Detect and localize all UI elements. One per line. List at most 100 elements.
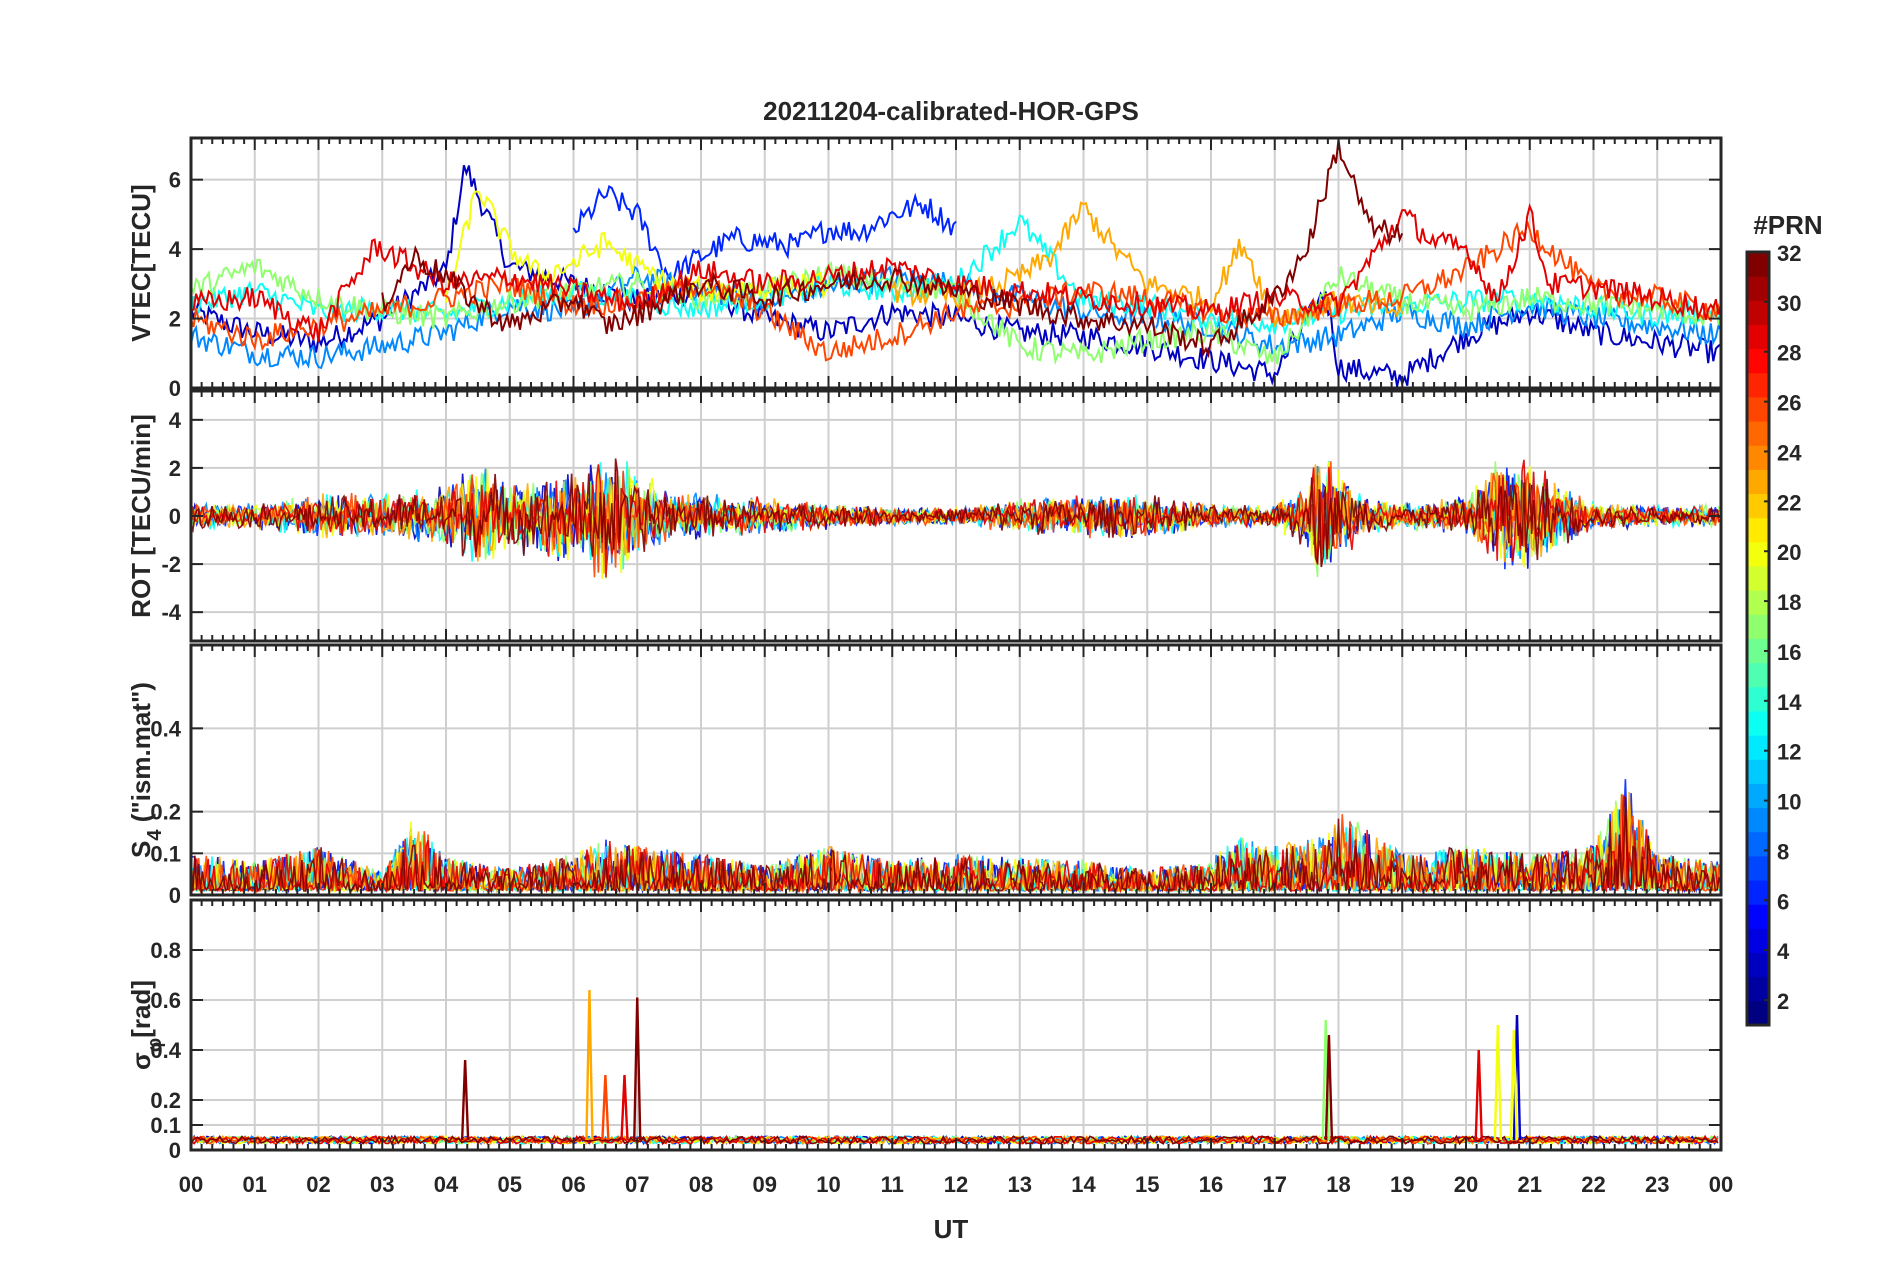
colorbar-cell: [1747, 880, 1769, 905]
x-tick-label: 02: [306, 1172, 330, 1197]
y-tick-label: 0.2: [150, 1088, 181, 1113]
x-tick-label: 07: [625, 1172, 649, 1197]
colorbar-title: #PRN: [1753, 210, 1822, 240]
rot-series-prn-32: [191, 458, 1720, 568]
colorbar-tick-label: 28: [1777, 341, 1801, 366]
x-ticks: [190, 645, 1722, 896]
colorbar-tick-label: 22: [1777, 490, 1801, 515]
x-tick-label: 04: [434, 1172, 459, 1197]
y-tick-label: 4: [169, 237, 182, 262]
colorbar-cell: [1747, 904, 1769, 929]
y-axis-label: VTEC[TECU]: [126, 184, 156, 341]
y-tick-label: 2: [169, 456, 181, 481]
colorbar-tick-label: 30: [1777, 291, 1801, 316]
x-tick-label: 19: [1390, 1172, 1414, 1197]
colorbar-cell: [1747, 831, 1769, 857]
colorbar-cell: [1747, 807, 1769, 833]
colorbar-cell: [1747, 566, 1769, 591]
y-tick-label: 0.8: [150, 938, 181, 963]
y-tick-label: 0.4: [150, 1038, 181, 1063]
colorbar-tick-label: 8: [1777, 839, 1789, 864]
colorbar-cell: [1747, 421, 1769, 446]
colorbar-cell: [1747, 541, 1769, 567]
x-tick-label: 09: [753, 1172, 777, 1197]
colorbar-cell: [1747, 324, 1769, 350]
y-tick-label: 2: [169, 307, 181, 332]
vtec-series-prn-29: [191, 203, 1721, 343]
colorbar-tick-label: 20: [1777, 540, 1801, 565]
x-tick-label: 13: [1008, 1172, 1032, 1197]
sigma-spike: [585, 989, 594, 1141]
colorbar-tick-label: 2: [1777, 989, 1789, 1014]
y-tick-label: 4: [169, 408, 182, 433]
colorbar-cell: [1747, 590, 1769, 615]
colorbar-cell: [1747, 952, 1769, 978]
x-tick-label: 11: [881, 1172, 904, 1197]
sigma-spike: [1493, 1024, 1503, 1141]
panel-3: 00.10.20.4S4 ("ism.mat"): [126, 643, 1723, 908]
colorbar-cell: [1747, 348, 1769, 374]
colorbar-cell: [1747, 614, 1769, 639]
x-tick-label: 17: [1263, 1172, 1287, 1197]
sigma-spike: [1474, 1049, 1483, 1141]
colorbar-cell: [1747, 469, 1769, 495]
y-tick-label: 0.1: [150, 841, 181, 866]
y-tick-label: 0.1: [150, 1113, 181, 1138]
y-axis-label-sub: 4: [144, 829, 166, 841]
colorbar-cell: [1747, 252, 1769, 277]
panel-1: 0 2 4 6 VTEC[TECU]: [126, 136, 1723, 401]
x-tick-label: 10: [816, 1172, 840, 1197]
y-tick-label: 6: [169, 168, 181, 193]
x-tick-label: 18: [1326, 1172, 1350, 1197]
x-tick-label: 23: [1645, 1172, 1669, 1197]
x-tick-labels: 00 01 02 03 04 05 06 07 08 09 10 11 12 13 14 15 16 17 18 19…: [179, 1172, 1733, 1197]
sigma-spike: [620, 1074, 629, 1141]
colorbar-tick-label: 14: [1777, 690, 1802, 715]
y-axis-label: σφ[rad]: [126, 980, 166, 1070]
vtec-series-prn-26: [191, 221, 1721, 362]
y-axis-label-main: σ: [126, 1052, 156, 1070]
x-ticks: [190, 391, 1722, 641]
colorbar-tick-label: 6: [1777, 889, 1789, 914]
y-tick-label: 0: [169, 1138, 181, 1163]
x-tick-label: 14: [1071, 1172, 1096, 1197]
panel-data: [191, 989, 1719, 1146]
panel-grid: [191, 900, 1721, 1151]
colorbar-cell: [1747, 1000, 1769, 1026]
sigma-spike: [1324, 1034, 1334, 1141]
colorbar-tick-label: 4: [1777, 939, 1790, 964]
colorbar-cell: [1747, 300, 1769, 325]
colorbar-cell: [1747, 396, 1769, 422]
sigma-spike: [460, 1059, 470, 1141]
x-ticks: [190, 138, 1722, 389]
y-tick-label: 0: [169, 883, 181, 908]
panel-data: [191, 139, 1721, 387]
x-tick-label: 00: [1709, 1172, 1733, 1197]
colorbar-cell: [1747, 372, 1769, 398]
x-tick-label: 05: [498, 1172, 522, 1197]
x-tick-label: 08: [689, 1172, 713, 1197]
x-tick-label: 06: [561, 1172, 585, 1197]
panel-data: [191, 458, 1720, 580]
x-tick-label: 21: [1518, 1172, 1542, 1197]
y-axis-label-rest: ("ism.mat"): [126, 682, 156, 829]
x-tick-label: 01: [243, 1172, 267, 1197]
x-tick-label: 00: [179, 1172, 203, 1197]
vtec-series-prn-17: [191, 258, 1721, 366]
y-axis-label: ROT [TECU/min]: [126, 414, 156, 618]
x-tick-label: 16: [1199, 1172, 1223, 1197]
colorbar-cell: [1747, 928, 1769, 954]
colorbar-tick-label: 10: [1777, 790, 1801, 815]
colorbar-cell: [1747, 517, 1769, 543]
y-tick-label: -2: [161, 552, 181, 577]
colorbar-cell: [1747, 445, 1769, 470]
sigma-spike: [1509, 1029, 1519, 1141]
x-tick-label: 20: [1454, 1172, 1478, 1197]
colorbar-tick-label: 12: [1777, 740, 1801, 765]
colorbar-cell: [1747, 735, 1769, 760]
y-tick-label: -4: [161, 600, 181, 625]
vtec-series-prn-3: [191, 165, 1721, 387]
y-axis-label: S4 ("ism.mat"): [126, 682, 166, 858]
